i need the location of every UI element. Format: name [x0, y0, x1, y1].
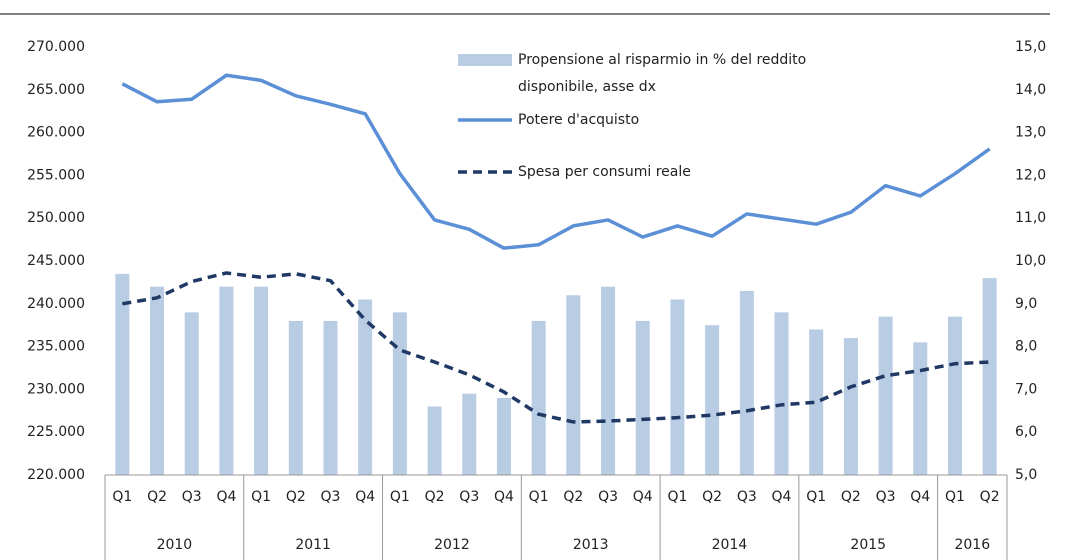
line-series — [122, 271, 990, 424]
bar — [670, 299, 685, 475]
y2-tick-label: 5,0 — [1015, 467, 1037, 483]
x-tick-label: Q4 — [355, 489, 375, 505]
y-tick-label: 265.000 — [27, 82, 85, 98]
y-tick-label: 225.000 — [27, 424, 85, 440]
y2-tick-label: 10,0 — [1015, 253, 1046, 269]
bar — [601, 286, 616, 475]
y-tick-label: 230.000 — [27, 381, 85, 397]
bar — [392, 312, 407, 475]
y-tick-label: 270.000 — [27, 39, 85, 55]
y2-tick-label: 7,0 — [1015, 381, 1037, 397]
x-tick-label: Q4 — [772, 489, 792, 505]
legend-swatch — [458, 54, 512, 66]
legend-label: Spesa per consumi reale — [518, 163, 691, 180]
bar — [843, 338, 858, 475]
x-tick-label: Q3 — [598, 489, 618, 505]
year-label: 2014 — [712, 537, 748, 553]
bar — [566, 295, 581, 475]
bar — [982, 278, 997, 475]
bar — [635, 320, 650, 475]
year-label: 2010 — [157, 537, 193, 553]
x-tick-label: Q3 — [876, 489, 896, 505]
legend-label: Propensione al risparmio in % del reddit… — [518, 51, 807, 95]
year-label: 2012 — [434, 537, 470, 553]
x-tick-label: Q2 — [841, 489, 861, 505]
y-tick-label: 220.000 — [27, 467, 85, 483]
y-tick-label: 240.000 — [27, 296, 85, 312]
y2-tick-label: 8,0 — [1015, 339, 1037, 355]
bar — [427, 406, 442, 475]
x-tick-label: Q1 — [390, 489, 410, 505]
x-tick-label: Q2 — [702, 489, 722, 505]
bar — [705, 325, 720, 475]
y-tick-label: 260.000 — [27, 125, 85, 141]
y-tick-label: 245.000 — [27, 253, 85, 269]
bar — [809, 329, 824, 475]
bar — [115, 273, 130, 475]
y2-tick-label: 6,0 — [1015, 424, 1037, 440]
y-tick-label: 250.000 — [27, 210, 85, 226]
x-tick-label: Q4 — [910, 489, 930, 505]
y2-tick-label: 12,0 — [1015, 167, 1046, 183]
x-tick-label: Q3 — [737, 489, 757, 505]
x-tick-label: Q1 — [945, 489, 965, 505]
y2-tick-label: 9,0 — [1015, 296, 1037, 312]
bar — [288, 320, 303, 475]
x-tick-label: Q4 — [494, 489, 514, 505]
x-tick-label: Q3 — [459, 489, 479, 505]
year-label: 2013 — [573, 537, 609, 553]
x-tick-label: Q2 — [425, 489, 445, 505]
x-tick-label: Q1 — [112, 489, 132, 505]
y2-tick-label: 13,0 — [1015, 125, 1046, 141]
x-tick-label: Q4 — [633, 489, 653, 505]
x-tick-label: Q2 — [147, 489, 167, 505]
y-tick-label: 255.000 — [27, 167, 85, 183]
y2-tick-label: 11,0 — [1015, 210, 1046, 226]
year-label: 2016 — [954, 537, 990, 553]
bar — [150, 286, 165, 475]
x-tick-label: Q1 — [251, 489, 271, 505]
bar — [462, 393, 477, 475]
x-tick-label: Q3 — [321, 489, 341, 505]
y2-tick-label: 14,0 — [1015, 82, 1046, 98]
x-tick-label: Q3 — [182, 489, 202, 505]
bar — [739, 290, 754, 475]
bar — [947, 316, 962, 475]
x-tick-label: Q1 — [529, 489, 549, 505]
x-tick-label: Q1 — [667, 489, 687, 505]
bar — [184, 312, 199, 475]
x-tick-label: Q2 — [563, 489, 583, 505]
bar — [496, 397, 511, 475]
bar — [878, 316, 893, 475]
x-tick-label: Q2 — [286, 489, 306, 505]
bar — [323, 320, 338, 475]
bar — [774, 312, 789, 475]
bar — [913, 342, 928, 475]
x-tick-label: Q4 — [216, 489, 236, 505]
x-tick-label: Q1 — [806, 489, 826, 505]
x-tick-label: Q2 — [980, 489, 1000, 505]
legend-label: Potere d'acquisto — [518, 111, 640, 128]
bar — [358, 299, 373, 475]
bar — [254, 286, 269, 475]
year-label: 2011 — [295, 537, 331, 553]
bar — [531, 320, 546, 475]
year-label: 2015 — [850, 537, 886, 553]
bar — [219, 286, 234, 475]
y2-tick-label: 15,0 — [1015, 39, 1046, 55]
y-tick-label: 235.000 — [27, 339, 85, 355]
line-series — [121, 73, 991, 250]
